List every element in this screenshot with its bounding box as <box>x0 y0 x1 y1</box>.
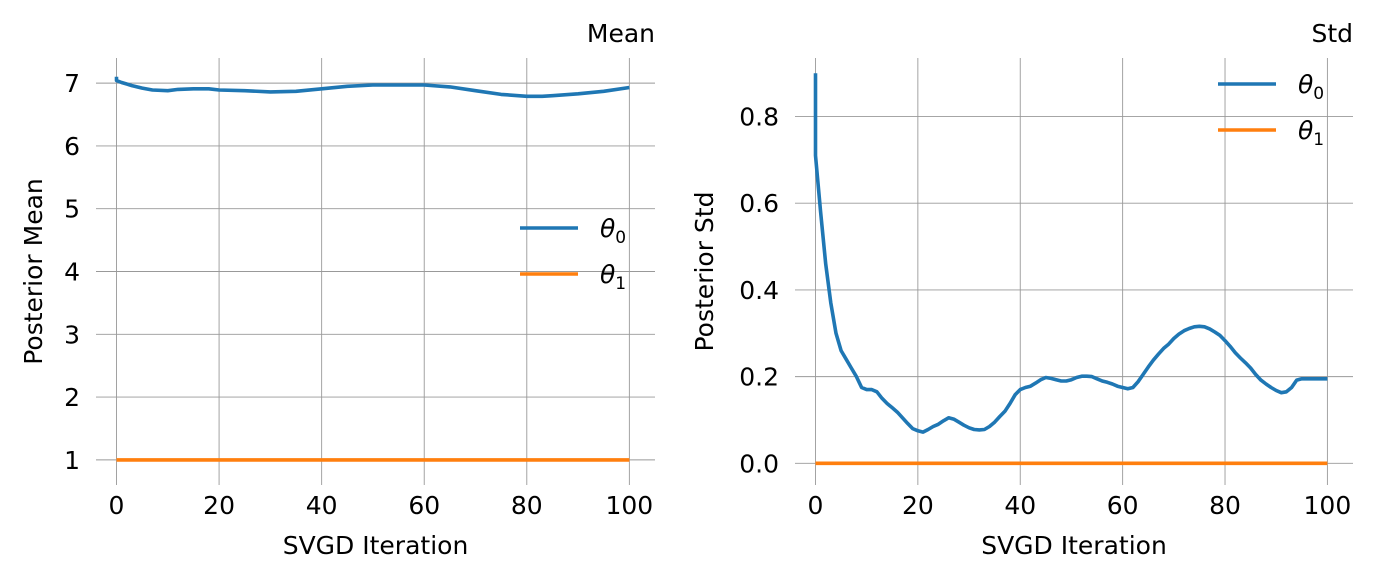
y-tick-label: 0.4 <box>739 276 779 305</box>
x-tick-label: 80 <box>511 491 543 520</box>
mean-chart-panel: 0 20 40 60 80 100 1 2 3 4 5 6 7 Mean SVGD Iteration Pos… <box>19 19 655 560</box>
x-tick-label: 100 <box>1304 491 1352 520</box>
y-axis-label: Posterior Mean <box>19 178 48 365</box>
y-tick-label: 2 <box>64 383 80 412</box>
std-chart-panel: 0 20 40 60 80 100 0.0 0.2 0.4 0.6 0.8 Std SVGD Itera… <box>690 19 1353 560</box>
x-tick-label: 60 <box>408 491 440 520</box>
x-tick-label: 40 <box>306 491 338 520</box>
x-axis-label: SVGD Iteration <box>283 531 469 560</box>
y-tick-label: 5 <box>64 195 80 224</box>
y-tick-label: 3 <box>64 320 80 349</box>
y-tick-label: 0.8 <box>739 103 779 132</box>
x-tick-label: 100 <box>605 491 653 520</box>
chart-title: Mean <box>587 19 655 48</box>
legend-entry-theta0: θ0 <box>1298 70 1324 104</box>
y-tick-label: 0.0 <box>739 449 779 478</box>
y-tick-label: 7 <box>64 69 80 98</box>
legend-entry-theta0: θ0 <box>600 214 626 248</box>
y-tick-label: 0.6 <box>739 189 779 218</box>
series-line-theta0 <box>813 73 1328 434</box>
legend-entry-theta1: θ1 <box>600 260 626 294</box>
y-tick-label: 1 <box>64 446 80 475</box>
x-tick-label: 40 <box>1004 491 1036 520</box>
x-tick-label: 20 <box>203 491 235 520</box>
y-axis-label: Posterior Std <box>690 192 719 352</box>
x-tick-label: 0 <box>808 491 824 520</box>
x-tick-label: 60 <box>1107 491 1139 520</box>
y-tick-label: 4 <box>64 258 80 287</box>
chart-title: Std <box>1311 19 1353 48</box>
x-tick-label: 0 <box>109 491 125 520</box>
legend-entry-theta1: θ1 <box>1298 116 1324 150</box>
y-tick-label: 0.2 <box>739 363 779 392</box>
x-axis-label: SVGD Iteration <box>981 531 1167 560</box>
x-tick-label: 80 <box>1209 491 1241 520</box>
y-tick-label: 6 <box>64 132 80 161</box>
x-tick-label: 20 <box>902 491 934 520</box>
series-line-theta0 <box>114 76 630 99</box>
